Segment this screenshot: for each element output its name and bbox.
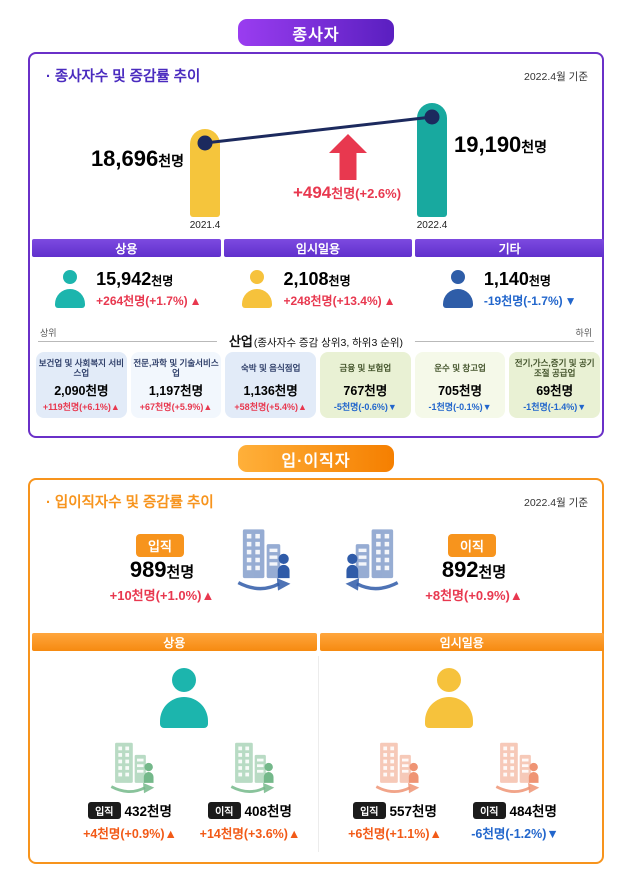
- up-arrow-icon: ▲: [298, 401, 307, 412]
- turnover-panel-title: · 입이직자수 및 증감률 추이: [46, 495, 214, 511]
- down-arrow-icon: ▼: [482, 401, 492, 412]
- increase-arrow-icon: [329, 134, 367, 180]
- status-stat-row: 15,942천명 +264천명(+1.7%) ▲ 2,108천명 +248천명(+…: [32, 261, 604, 309]
- up-arrow-icon: ▲: [201, 588, 215, 603]
- person-icon-regular: [156, 668, 212, 728]
- other-value: 1,140천명: [483, 269, 551, 289]
- header-temporary: 임시일용: [223, 239, 413, 257]
- industry-card: 운수 및 창고업 705천명 -1천명(-0.1%)▼: [414, 352, 506, 418]
- workers-panel: · 종사자수 및 증감률 추이 2022.4월 기준 18,696천명 19,1…: [28, 52, 605, 438]
- industry-section-title: 산업(종사자수 증감 상위3, 하위3 순위): [216, 331, 416, 350]
- year-label-2022: 2022.4: [416, 220, 448, 231]
- separation-total-value: 892천명: [441, 557, 507, 582]
- person-icon: [240, 270, 274, 308]
- industry-card: 숙박 및 음식점업 1,136천명 +58천명(+5.4%)▲: [225, 352, 317, 418]
- industry-cards: 보건업 및 사회복지 서비스업 2,090천명 +119천명(+6.1%)▲ 전…: [36, 352, 601, 418]
- regular-hire-block: 입직 432천명 +4천명(+0.9%)▲: [60, 740, 200, 842]
- hire-badge: 입직: [136, 534, 184, 557]
- header-temporary: 임시일용: [319, 633, 604, 651]
- other-change: -19천명(-1.7%) ▼: [483, 294, 577, 308]
- bar-2021: [190, 129, 220, 217]
- down-arrow-icon: ▼: [577, 401, 587, 412]
- hire-total-value: 989천명: [129, 557, 195, 582]
- regular-hire-change: +4천명(+0.9%)▲: [83, 827, 177, 841]
- separation-badge: 이직: [448, 534, 496, 557]
- temporary-separation-block: 이직 484천명 -6천명(-1.2%)▼: [445, 740, 585, 842]
- temporary-separation-change: -6천명(-1.2%)▼: [471, 827, 559, 841]
- section-badge-workers: 종사자: [238, 19, 394, 46]
- stat-regular: 15,942천명 +264천명(+1.7%) ▲: [32, 261, 223, 309]
- regular-value: 15,942천명: [96, 269, 174, 289]
- turnover-panel: · 입이직자수 및 증감률 추이 2022.4월 기준 입직 989천명 +10…: [28, 478, 604, 864]
- industry-card: 보건업 및 사회복지 서비스업 2,090천명 +119천명(+6.1%)▲: [36, 352, 127, 418]
- building-person-cycle-icon: [229, 741, 276, 795]
- turnover-as-of-date: 2022.4월 기준: [523, 497, 588, 509]
- temporary-change: +248천명(+13.4%) ▲: [283, 294, 396, 308]
- hire-mini-badge: 입직: [353, 801, 386, 819]
- down-arrow-icon: ▼: [564, 294, 577, 308]
- workers-panel-title: · 종사자수 및 증감률 추이: [46, 69, 201, 85]
- up-arrow-icon: ▲: [509, 588, 523, 603]
- up-arrow-icon: ▲: [189, 294, 202, 308]
- up-arrow-icon: ▲: [110, 401, 120, 412]
- workers-2021-value: 18,696천명: [90, 146, 184, 171]
- stat-temporary: 2,108천명 +248천명(+13.4%) ▲: [223, 261, 414, 309]
- hire-mini-badge: 입직: [88, 801, 121, 819]
- header-other: 기타: [415, 239, 605, 257]
- separation-mini-badge: 이직: [208, 801, 241, 819]
- regular-separation-block: 이직 408천명 +14천명(+3.6%)▲: [180, 740, 320, 842]
- separation-mini-badge: 이직: [473, 801, 506, 819]
- person-icon: [441, 270, 475, 308]
- rank-top-label: 상위: [40, 328, 57, 338]
- up-arrow-icon: ▲: [429, 827, 442, 841]
- header-regular: 상용: [32, 633, 317, 651]
- rank-bottom-label: 하위: [575, 328, 592, 338]
- up-arrow-icon: ▲: [383, 294, 396, 308]
- section-badge-turnover: 입·이직자: [238, 445, 394, 472]
- workers-as-of-date: 2022.4월 기준: [523, 71, 588, 83]
- header-regular: 상용: [32, 239, 221, 257]
- workers-2022-value: 19,190천명: [454, 132, 548, 157]
- turnover-header-row: 상용 임시일용: [32, 633, 604, 651]
- temporary-hire-block: 입직 557천명 +6천명(+1.1%)▲: [325, 740, 465, 842]
- industry-card: 금융 및 보험업 767천명 -5천명(-0.6%)▼: [320, 352, 411, 418]
- up-arrow-icon: ▲: [287, 827, 301, 841]
- up-arrow-icon: ▲: [164, 827, 177, 841]
- temporary-value: 2,108천명: [283, 269, 351, 289]
- year-label-2021: 2021.4: [189, 220, 221, 231]
- building-person-cycle-icon: [494, 741, 541, 795]
- industry-card: 전기,가스,증기 및 공기조절 공급업 69천명 -1천명(-1.4%)▼: [509, 352, 601, 418]
- building-person-cycle-icon: [374, 741, 421, 795]
- workers-total-change: +494천명(+2.6%): [292, 183, 402, 202]
- person-icon-temporary: [421, 668, 477, 728]
- up-arrow-icon: ▲: [203, 401, 213, 412]
- down-arrow-icon: ▼: [546, 827, 559, 841]
- industry-card: 전문,과학 및 기술서비스업 1,197천명 +67천명(+5.9%)▲: [130, 352, 222, 418]
- down-arrow-icon: ▼: [387, 401, 397, 412]
- stat-other: 1,140천명 -19천명(-1.7%) ▼: [413, 261, 604, 309]
- building-person-cycle-icon: [236, 527, 293, 593]
- regular-separation-change: +14천명(+3.6%)▲: [199, 827, 301, 841]
- hire-total-change: +10천명(+1.0%)▲: [109, 588, 215, 603]
- temporary-hire-change: +6천명(+1.1%)▲: [348, 827, 442, 841]
- regular-change: +264천명(+1.7%) ▲: [96, 294, 202, 308]
- status-header-row: 상용 임시일용 기타: [32, 239, 605, 257]
- separation-total-change: +8천명(+0.9%)▲: [425, 588, 523, 603]
- person-icon: [53, 270, 87, 308]
- column-divider: [318, 656, 319, 852]
- building-person-cycle-icon: [109, 741, 156, 795]
